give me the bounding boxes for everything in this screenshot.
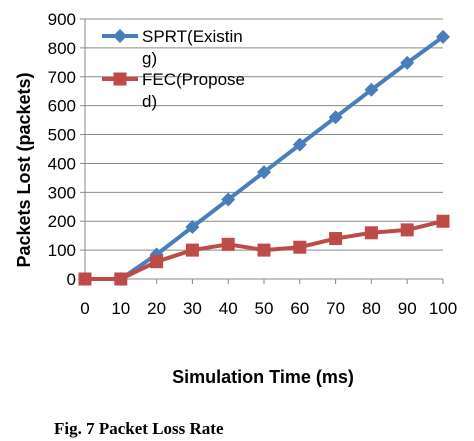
data-point	[329, 232, 343, 246]
x-tick-label: 80	[362, 299, 381, 318]
data-point	[257, 243, 271, 257]
data-point	[436, 214, 450, 228]
data-point	[221, 192, 236, 207]
y-tick-label: 600	[48, 97, 76, 116]
data-point	[185, 243, 199, 257]
data-point	[436, 29, 450, 44]
legend-label: d)	[142, 92, 157, 111]
x-tick-label: 50	[255, 299, 274, 318]
data-point	[150, 255, 164, 269]
x-tick-label: 90	[398, 299, 417, 318]
x-axis-title: Simulation Time (ms)	[172, 367, 354, 387]
y-tick-label: 400	[48, 154, 76, 173]
data-point	[293, 240, 307, 254]
legend-swatch-marker	[113, 29, 127, 43]
x-tick-label: 60	[290, 299, 309, 318]
figure-caption: Fig. 7 Packet Loss Rate	[54, 419, 224, 438]
legend-swatch-marker	[113, 72, 127, 86]
legend-item-2: FEC(Propose d)	[102, 70, 245, 111]
data-point	[292, 137, 307, 152]
y-tick-label: 200	[48, 212, 76, 231]
y-tick-label: 800	[48, 39, 76, 58]
y-tick-label: 300	[48, 183, 76, 202]
y-tick-labels: 0 100 200 300 400 500 600 700 800 900	[48, 10, 76, 289]
x-tick-label: 10	[111, 299, 130, 318]
series-line	[85, 35, 445, 281]
data-point	[328, 110, 343, 125]
data-point	[257, 165, 271, 180]
data-point	[364, 226, 378, 240]
data-point	[400, 223, 414, 237]
data-point	[221, 237, 235, 251]
y-axis-title: Packets Lost (packets)	[14, 72, 34, 267]
y-tick-label: 900	[48, 10, 76, 29]
data-point	[78, 272, 92, 286]
data-point	[400, 55, 415, 70]
x-tick-label: 70	[326, 299, 345, 318]
data-point	[185, 220, 200, 234]
series-lines	[78, 29, 450, 286]
x-tick-labels: 0 10 20 30 40 50 60 70 80 90 100	[80, 299, 457, 318]
series-2	[78, 214, 450, 286]
x-tick-label: 100	[429, 299, 457, 318]
legend-item-1: SPRT(Existin g)	[102, 27, 243, 68]
y-tick-label: 500	[48, 126, 76, 145]
x-tick-label: 20	[147, 299, 166, 318]
y-tick-label: 100	[48, 241, 76, 260]
x-tick-label: 30	[183, 299, 202, 318]
gridlines	[85, 18, 443, 251]
x-tick-label: 40	[219, 299, 238, 318]
legend-label: g)	[142, 49, 157, 68]
legend-label: FEC(Propose	[142, 70, 245, 89]
x-tick-label: 0	[80, 299, 89, 318]
y-tick-label: 700	[48, 68, 76, 87]
y-tick-label: 0	[67, 270, 76, 289]
legend: SPRT(Existin g) FEC(Propose d)	[102, 27, 245, 111]
legend-label: SPRT(Existin	[142, 27, 243, 46]
data-point	[364, 82, 379, 97]
data-point	[114, 272, 128, 286]
data-point	[149, 247, 164, 262]
